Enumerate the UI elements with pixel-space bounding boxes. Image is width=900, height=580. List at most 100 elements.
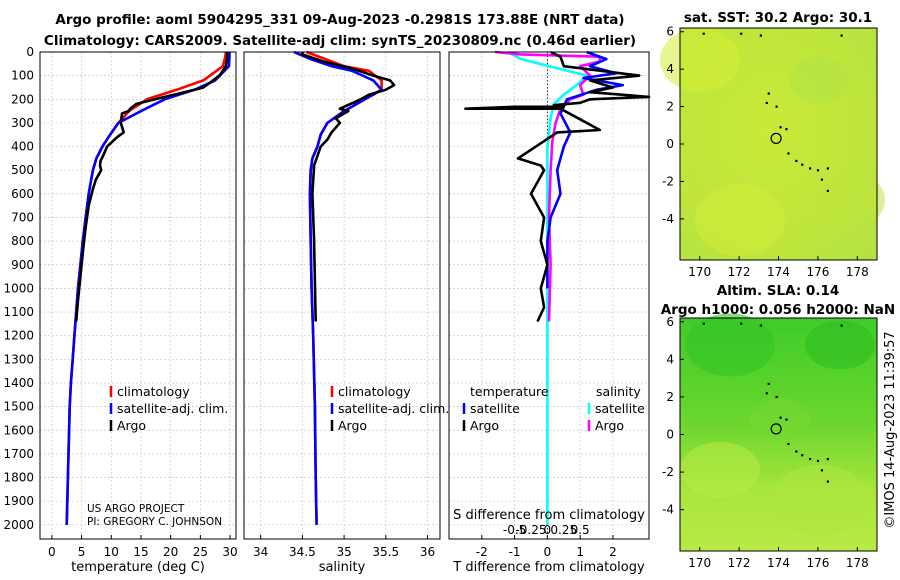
island-marker (826, 480, 829, 483)
sla-map-ticks: 170 172 174 176 178 -4 -2 0 2 4 6 (662, 315, 869, 570)
legend-salinity-title: salinity (596, 384, 641, 399)
salinity-axes (243, 51, 441, 540)
series-satellite (293, 50, 383, 525)
island-marker (826, 189, 829, 192)
sla-map-subtitle: Argo h1000: 0.056 h2000: NaN (661, 302, 895, 318)
sst-map-ticks: 170 172 174 176 178 -4 -2 0 2 4 6 (662, 25, 869, 279)
t-difference-xlabel: T difference from climatology (452, 560, 645, 575)
map-y-tick-label: 4 (666, 62, 674, 76)
island-marker (787, 442, 790, 446)
difference-series (464, 50, 651, 525)
island-marker (775, 395, 778, 399)
legend-s-satellite-label: satellite (595, 401, 645, 416)
temperature-legend: climatology satellite-adj. clim. Argo (109, 384, 228, 433)
x-tick-label: 0 (544, 545, 552, 559)
depth-tick-label: 1400 (3, 376, 34, 390)
legend-satellite-label: satellite-adj. clim. (117, 401, 228, 416)
map-y-tick-label: 4 (666, 352, 674, 366)
imos-timestamp: ©IMOS 14-Aug-2023 11:39:57 (883, 331, 898, 528)
x-tick-label: 35.5 (372, 545, 399, 559)
difference-grid (449, 51, 649, 539)
x-tick-label: 36 (420, 545, 435, 559)
s-tick-label: 0.25 (550, 523, 577, 537)
map-y-tick-label: 0 (666, 137, 674, 151)
x-tick-label: 34 (253, 545, 268, 559)
island-marker (740, 322, 743, 325)
depth-tick-label: 0 (26, 45, 34, 59)
depth-tick-label: 600 (11, 187, 34, 201)
map-x-tick-label: 172 (728, 265, 751, 279)
salinity-tick-labels: 34 34.5 35 35.5 36 (253, 535, 435, 559)
x-tick-label: 0 (48, 545, 56, 559)
island-marker (775, 105, 778, 108)
x-tick-label: -2 (476, 545, 488, 559)
sst-island-markers (702, 32, 843, 192)
sla-texture-blob (685, 313, 775, 377)
depth-tick-label: 200 (11, 92, 34, 106)
s-tick-label: 0.5 (571, 523, 590, 537)
sla-texture-blob (680, 442, 760, 498)
legend-sal-argo-label: Argo (338, 418, 367, 433)
x-tick-label: 15 (133, 545, 148, 559)
sst-map-title: sat. SST: 30.2 Argo: 30.1 (684, 10, 872, 26)
x-tick-label: 34.5 (289, 545, 316, 559)
island-marker (779, 126, 782, 129)
island-marker (840, 34, 843, 37)
map-y-tick-label: 0 (666, 428, 674, 442)
sla-texture-blob (770, 465, 870, 535)
island-marker (809, 167, 812, 170)
difference-legend: temperature salinity satellite Argo sate… (462, 384, 645, 433)
island-marker (740, 32, 743, 35)
map-x-tick-label: 178 (846, 556, 869, 570)
x-tick-label: 10 (104, 545, 119, 559)
x-tick-label: 25 (193, 545, 208, 559)
sst-texture-blob (790, 56, 850, 104)
depth-tick-label: 300 (11, 116, 34, 130)
temperature-series (65, 51, 231, 525)
depth-tick-label: 1300 (3, 352, 34, 366)
island-marker (826, 167, 829, 170)
t-difference-tick-labels: -2 -1 0 1 2 (476, 535, 617, 559)
depth-tick-label: 1100 (3, 305, 34, 319)
depth-tick-label: 400 (11, 140, 34, 154)
island-marker (759, 324, 762, 327)
island-marker (795, 159, 798, 163)
island-marker (759, 34, 762, 37)
map-x-tick-label: 174 (767, 265, 790, 279)
island-marker (801, 454, 804, 457)
sla-float-marker (770, 423, 782, 435)
map-y-tick-label: 6 (666, 315, 674, 329)
map-y-tick-label: -2 (662, 174, 674, 188)
sst-texture-blob (815, 172, 885, 228)
legend-s-argo-label: Argo (595, 418, 624, 433)
island-marker (809, 457, 812, 461)
x-tick-label: 5 (78, 545, 86, 559)
island-marker (820, 469, 824, 472)
map-y-tick-label: -2 (662, 465, 674, 479)
temperature-xlabel: temperature (deg C) (71, 560, 205, 575)
legend-sal-satellite-label: satellite-adj. clim. (338, 401, 449, 416)
island-marker (826, 457, 829, 461)
sla-texture-blob (750, 399, 810, 441)
sst-float-marker (770, 132, 782, 144)
depth-tick-label: 2000 (3, 518, 34, 532)
map-x-tick-label: 170 (688, 265, 711, 279)
depth-tick-label: 800 (11, 234, 34, 248)
depth-tick-label: 1500 (3, 400, 34, 414)
depth-tick-label: 1700 (3, 447, 34, 461)
island-marker (765, 392, 768, 395)
sla-island-markers (702, 322, 843, 483)
depth-tick-label: 1800 (3, 471, 34, 485)
island-marker (816, 459, 820, 463)
depth-tick-label: 1900 (3, 494, 34, 508)
legend-t-satellite-label: satellite (470, 401, 520, 416)
map-y-tick-label: -4 (662, 503, 674, 517)
salinity-series (293, 50, 396, 525)
map-x-tick-label: 176 (806, 265, 829, 279)
sst-texture-blob (695, 184, 785, 256)
island-marker (785, 418, 788, 421)
depth-tick-label: 700 (11, 210, 34, 224)
legend-climatology-label: climatology (117, 384, 190, 399)
island-marker (795, 450, 798, 453)
s-tick-label: 0 (544, 523, 552, 537)
